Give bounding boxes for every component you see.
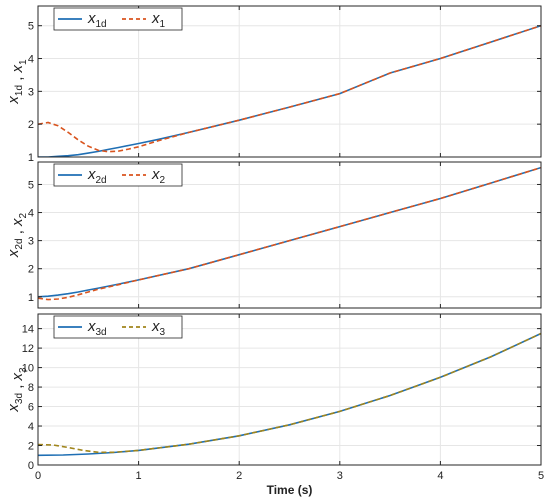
legend-entry: x3d — [87, 318, 107, 338]
y-tick-label: 4 — [28, 54, 34, 66]
series-line-x3 — [38, 332, 541, 454]
plot-area — [38, 6, 541, 157]
y-tick-label: 3 — [28, 236, 34, 248]
y-axis-label: x1d , x1 — [5, 59, 29, 105]
y-tick-label: 2 — [28, 441, 34, 453]
legend-entry: x2d — [87, 166, 107, 186]
y-tick-label: 1 — [28, 292, 34, 304]
y-tick-label: 1 — [28, 152, 34, 164]
y-tick-label: 14 — [22, 324, 34, 336]
series-line-x1 — [38, 24, 541, 153]
x-tick-label: 0 — [35, 470, 41, 482]
axes-frame — [37, 161, 542, 309]
y-tick-label: 2 — [28, 264, 34, 276]
axes-frame — [37, 5, 542, 158]
x-axis-label: Time (s) — [267, 483, 313, 497]
x-tick-label: 3 — [337, 470, 343, 482]
y-axis-label: x2d , x2 — [5, 212, 29, 258]
x-tick-label: 5 — [538, 470, 544, 482]
y-tick-label: 0 — [28, 460, 34, 472]
legend-entry: x2 — [151, 166, 166, 186]
legend-entry: x1 — [151, 10, 166, 30]
legend-box — [53, 315, 183, 339]
y-axis-label: x3d , x3 — [5, 367, 29, 413]
x-tick-label: 4 — [437, 470, 443, 482]
x-tick-label: 1 — [136, 470, 142, 482]
y-tick-label: 8 — [28, 382, 34, 394]
y-tick-label: 2 — [28, 119, 34, 131]
axes-frame — [37, 313, 542, 466]
x-tick-label: 2 — [236, 470, 242, 482]
panel-2: 1 2 3 4 5 x2d , x2 x2d x2 — [5, 161, 542, 309]
legend-entry: x1d — [87, 10, 107, 30]
legend-box — [53, 7, 183, 31]
legend-box — [53, 163, 183, 187]
y-tick-label: 3 — [28, 86, 34, 98]
y-tick-label: 4 — [28, 421, 34, 433]
y-tick-label: 4 — [28, 208, 34, 220]
series-line-x2 — [38, 166, 541, 301]
legend-entry: x3 — [151, 318, 166, 338]
y-tick-label: 10 — [22, 363, 34, 375]
y-tick-label: 6 — [28, 402, 34, 414]
panel-1: 1 2 3 4 5 x1d , x1 x1d x1 — [5, 5, 542, 164]
plot-area — [38, 314, 541, 465]
y-tick-label: 5 — [28, 179, 34, 191]
y-tick-label: 5 — [28, 21, 34, 33]
y-tick-label: 12 — [22, 343, 34, 355]
